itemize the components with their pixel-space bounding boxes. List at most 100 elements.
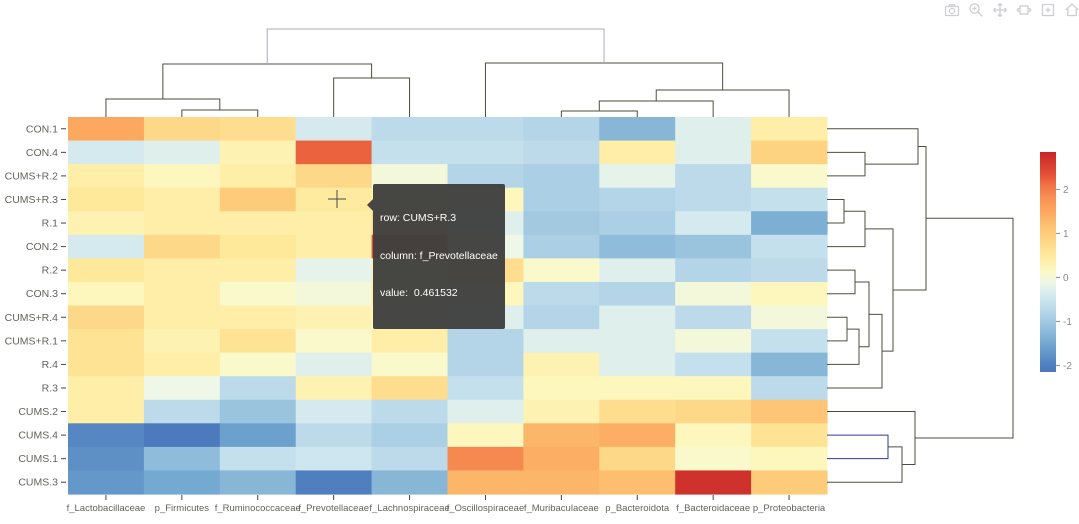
heatmap-cell[interactable] — [599, 423, 676, 448]
heatmap-cell[interactable] — [143, 140, 221, 165]
heatmap-cell[interactable] — [143, 470, 221, 495]
heatmap-cell[interactable] — [675, 446, 752, 472]
heatmap-cell[interactable] — [143, 376, 221, 401]
heatmap-cell[interactable] — [295, 329, 373, 354]
heatmap-cell[interactable] — [523, 329, 600, 354]
heatmap-cell[interactable] — [675, 423, 752, 448]
heatmap-cell[interactable] — [751, 140, 828, 165]
heatmap-cell[interactable] — [751, 352, 828, 377]
heatmap-cell[interactable] — [675, 399, 752, 424]
heatmap-cell[interactable] — [371, 329, 449, 354]
heatmap-cell[interactable] — [675, 352, 752, 377]
heatmap-cell[interactable] — [68, 352, 145, 377]
heatmap-cell[interactable] — [68, 117, 145, 142]
heatmap-cell[interactable] — [219, 305, 297, 330]
heatmap-cell[interactable] — [751, 423, 828, 448]
heatmap-cell[interactable] — [219, 117, 297, 142]
heatmap-cell[interactable] — [295, 305, 373, 330]
heatmap-cell[interactable] — [599, 164, 676, 189]
heatmap-cell[interactable] — [295, 352, 373, 377]
heatmap-cell[interactable] — [68, 281, 145, 307]
heatmap-cell[interactable] — [219, 423, 297, 448]
heatmap-cell[interactable] — [751, 187, 828, 212]
heatmap-cell[interactable] — [523, 399, 600, 424]
heatmap-cell[interactable] — [523, 164, 600, 189]
heatmap-cell[interactable] — [219, 211, 297, 236]
heatmap-cell[interactable] — [599, 234, 676, 259]
heatmap-cell[interactable] — [295, 446, 373, 472]
heatmap-cell[interactable] — [143, 329, 221, 354]
heatmap-cell[interactable] — [675, 258, 752, 283]
heatmap-cell[interactable] — [219, 329, 297, 354]
heatmap-cell[interactable] — [371, 376, 449, 401]
heatmap-cell[interactable] — [523, 423, 600, 448]
heatmap-cell[interactable] — [219, 234, 297, 259]
heatmap-cell[interactable] — [143, 117, 221, 142]
heatmap-cell[interactable] — [447, 329, 525, 354]
heatmap-cell[interactable] — [143, 446, 221, 472]
heatmap-cell[interactable] — [675, 187, 752, 212]
heatmap-cell[interactable] — [295, 117, 373, 142]
heatmap-cell[interactable] — [599, 258, 676, 283]
heatmap-cell[interactable] — [751, 281, 828, 307]
heatmap-cell[interactable] — [143, 164, 221, 189]
heatmap-cell[interactable] — [447, 446, 525, 472]
heatmap-cell[interactable] — [295, 470, 373, 495]
heatmap-cell[interactable] — [371, 399, 449, 424]
heatmap-cell[interactable] — [751, 399, 828, 424]
heatmap-cell[interactable] — [751, 164, 828, 189]
heatmap-cell[interactable] — [599, 376, 676, 401]
heatmap-cell[interactable] — [523, 117, 600, 142]
heatmap-cell[interactable] — [599, 281, 676, 307]
heatmap-cell[interactable] — [599, 329, 676, 354]
heatmap-cell[interactable] — [599, 446, 676, 472]
heatmap-cell[interactable] — [751, 234, 828, 259]
heatmap-cell[interactable] — [68, 329, 145, 354]
heatmap-cell[interactable] — [523, 258, 600, 283]
heatmap-cell[interactable] — [523, 376, 600, 401]
heatmap-cell[interactable] — [68, 305, 145, 330]
heatmap-cell[interactable] — [143, 211, 221, 236]
heatmap-cell[interactable] — [68, 234, 145, 259]
heatmap-cell[interactable] — [295, 376, 373, 401]
heatmap-cell[interactable] — [219, 399, 297, 424]
autoscale-icon[interactable] — [1016, 2, 1032, 18]
heatmap-cell[interactable] — [68, 211, 145, 236]
heatmap-cell[interactable] — [295, 140, 373, 165]
heatmap-cell[interactable] — [675, 164, 752, 189]
heatmap-cell[interactable] — [295, 399, 373, 424]
heatmap-cell[interactable] — [68, 470, 145, 495]
heatmap-cell[interactable] — [143, 234, 221, 259]
heatmap-cell[interactable] — [675, 211, 752, 236]
heatmap-cell[interactable] — [219, 376, 297, 401]
heatmap-cell[interactable] — [751, 211, 828, 236]
heatmap-cell[interactable] — [143, 399, 221, 424]
heatmap-cell[interactable] — [447, 399, 525, 424]
heatmap-cell[interactable] — [599, 399, 676, 424]
heatmap-cell[interactable] — [143, 187, 221, 212]
heatmap-cell[interactable] — [447, 140, 525, 165]
heatmap-cell[interactable] — [523, 470, 600, 495]
heatmap-cell[interactable] — [751, 376, 828, 401]
heatmap-cell[interactable] — [371, 470, 449, 495]
heatmap-cell[interactable] — [68, 376, 145, 401]
heatmap-cell[interactable] — [599, 187, 676, 212]
heatmap-cell[interactable] — [447, 470, 525, 495]
heatmap-cell[interactable] — [143, 423, 221, 448]
heatmap-cell[interactable] — [599, 470, 676, 495]
heatmap-cell[interactable] — [68, 140, 145, 165]
camera-icon[interactable] — [944, 2, 960, 18]
heatmap-cell[interactable] — [675, 470, 752, 495]
heatmap-cell[interactable] — [751, 258, 828, 283]
heatmap-cell[interactable] — [751, 117, 828, 142]
heatmap-cell[interactable] — [219, 258, 297, 283]
heatmap-cell[interactable] — [68, 399, 145, 424]
heatmap-cell[interactable] — [68, 446, 145, 472]
heatmap-cell[interactable] — [675, 329, 752, 354]
heatmap-cell[interactable] — [599, 352, 676, 377]
heatmap-cell[interactable] — [523, 140, 600, 165]
heatmap-cell[interactable] — [371, 423, 449, 448]
heatmap-cell[interactable] — [523, 446, 600, 472]
zoom-icon[interactable] — [968, 2, 984, 18]
heatmap-cell[interactable] — [371, 117, 449, 142]
